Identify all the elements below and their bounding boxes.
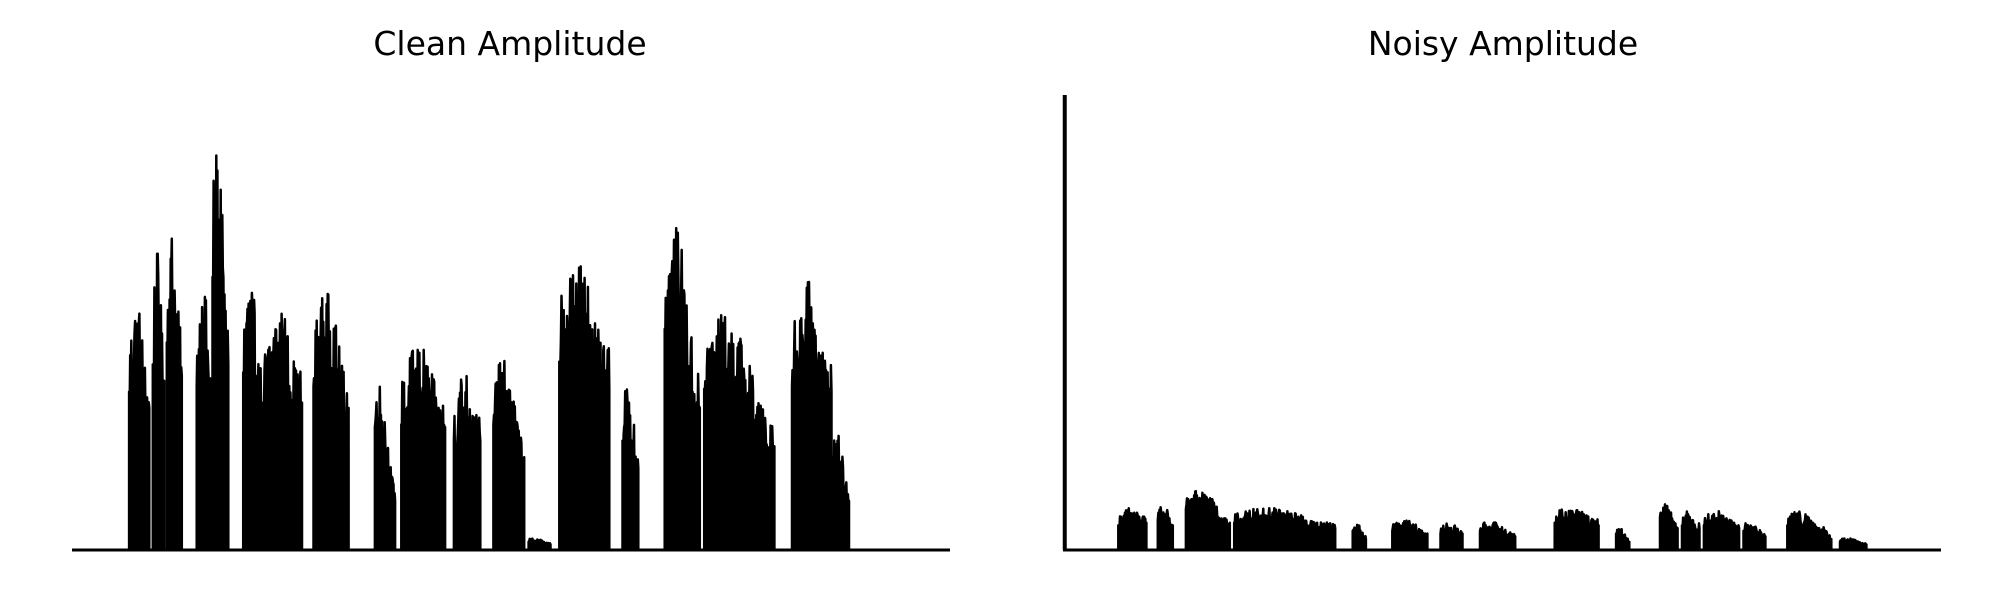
- noisy-segment-16: [1838, 537, 1868, 552]
- noisy-segment-15: [1816, 525, 1833, 552]
- clean-segment-14: [621, 388, 640, 552]
- noisy-segment-10: [1658, 503, 1679, 552]
- noisy-segment-1: [1156, 506, 1175, 552]
- clean-segment-7: [312, 292, 350, 552]
- clean-segment-1: [151, 252, 166, 552]
- noisy-segment-0: [1117, 507, 1148, 552]
- chart-title-clean: Clean Amplitude: [373, 24, 647, 63]
- clean-segment-9: [400, 348, 447, 552]
- noisy-segment-4: [1351, 523, 1368, 552]
- chart-title-noisy: Noisy Amplitude: [1367, 24, 1639, 63]
- noisy-segment-2: [1184, 489, 1232, 552]
- noisy-segment-5: [1391, 519, 1429, 552]
- clean-segment-10: [452, 374, 482, 552]
- clean-segment-2: [165, 237, 184, 552]
- clean-segment-13: [558, 265, 611, 552]
- noisy-segment-7: [1478, 521, 1517, 552]
- clean-segment-0: [127, 312, 151, 552]
- noisy-segment-9: [1614, 527, 1631, 552]
- noisy-segment-14: [1786, 510, 1820, 552]
- clean-segment-4: [211, 154, 230, 552]
- noisy-segment-6: [1439, 522, 1464, 552]
- clean-segment-6: [262, 312, 304, 552]
- clean-segment-12: [527, 537, 552, 552]
- clean-segment-18: [830, 434, 851, 552]
- clean-segment-17: [790, 280, 833, 552]
- noisy-segment-3: [1232, 506, 1337, 552]
- clean-segment-3: [195, 295, 214, 552]
- noisy-segment-8: [1553, 508, 1600, 552]
- clean-segment-11: [492, 359, 526, 552]
- clean-segment-15: [663, 226, 702, 552]
- noisy-segment-11: [1680, 510, 1701, 552]
- clean-segment-16: [702, 314, 776, 552]
- panel-clean-amplitude: [72, 154, 950, 552]
- noisy-segment-13: [1742, 522, 1767, 552]
- panel-noisy-amplitude: [1062, 95, 1941, 552]
- clean-segment-5: [241, 291, 263, 552]
- clean-segment-8: [373, 385, 397, 552]
- noisy-segment-12: [1702, 509, 1741, 552]
